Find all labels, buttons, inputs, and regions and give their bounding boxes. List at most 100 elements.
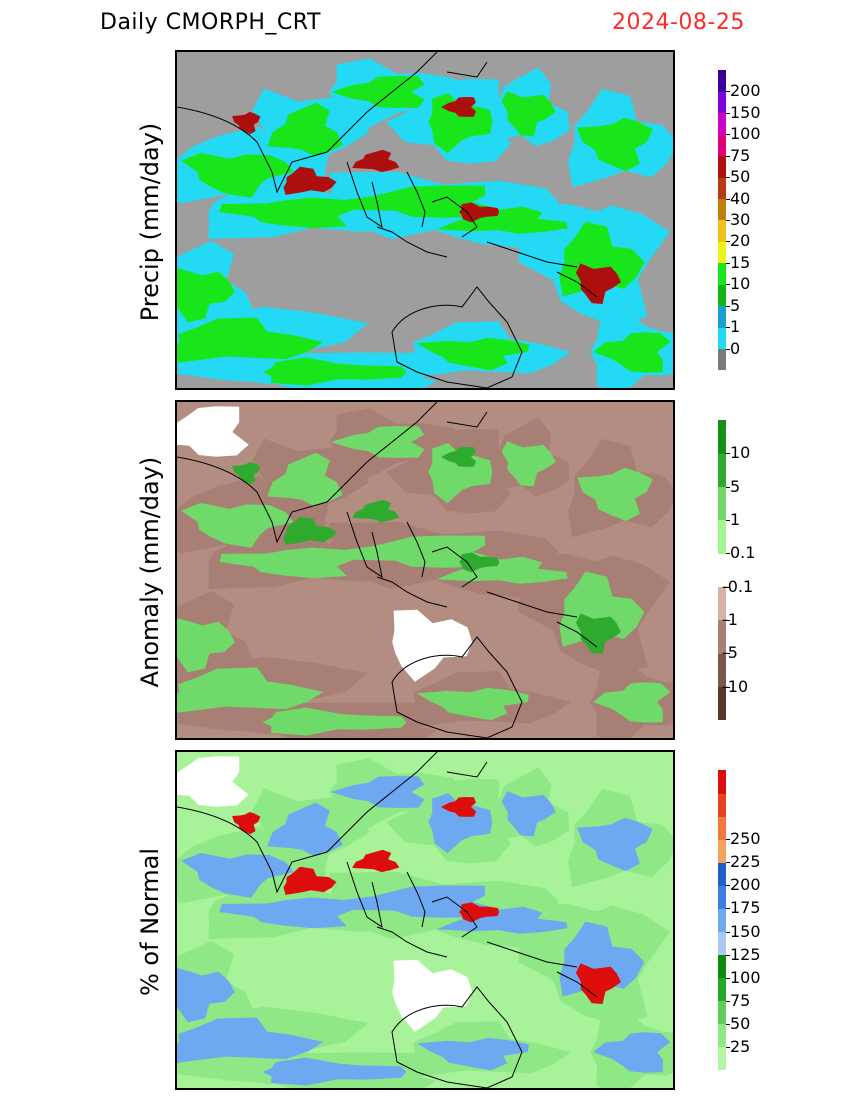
colorbar-tick-label: 1: [730, 317, 741, 337]
field-region: [181, 853, 294, 898]
field-region: [441, 447, 477, 467]
field-region: [436, 906, 568, 934]
percent-normal-colorbar: 25 50 75 100 125 150 175 200 225 250: [718, 770, 761, 1071]
colorbar-tick-label: 5: [730, 476, 741, 496]
colorbar-tick-label: -10: [722, 676, 749, 696]
field-region: [328, 535, 503, 568]
colorbar-segment: [718, 1023, 726, 1048]
field-region: [177, 317, 324, 363]
field-region: [352, 499, 400, 523]
coastline: [376, 576, 448, 608]
colorbar-segment: [718, 486, 726, 521]
coastline: [391, 286, 523, 388]
colorbar-tick: [726, 327, 730, 329]
field-region: [416, 687, 530, 721]
colorbar-segment: [718, 1000, 726, 1025]
coastline: [486, 241, 578, 268]
precip-colorbar: 0 1 5 10 15 20 30 40 50 75 100 150 200: [718, 70, 761, 371]
field-region: [441, 797, 477, 817]
colorbar-segment: [718, 284, 726, 307]
field-region: [177, 268, 235, 323]
coastline: [446, 61, 488, 78]
field-region: [232, 811, 261, 835]
field-region: [577, 467, 653, 522]
colorbar-tick-label: 5: [730, 295, 741, 315]
field-region: [177, 1017, 324, 1063]
field-region: [219, 197, 369, 229]
field-region: [331, 76, 425, 108]
field-region: [577, 817, 653, 872]
coastline: [406, 171, 426, 228]
date-label: 2024-08-25: [612, 10, 745, 35]
field-region: [328, 885, 503, 918]
field-region: [459, 552, 500, 573]
field-region: [219, 897, 369, 929]
coastline: [406, 521, 426, 578]
field-region: [575, 613, 621, 654]
field-region: [459, 902, 500, 923]
map-canvas: [177, 752, 673, 1088]
field-region: [352, 849, 400, 873]
colorbar-segment: [718, 220, 726, 242]
colorbar-tick: [726, 348, 730, 350]
coastline: [391, 986, 523, 1088]
colorbar-segment: [718, 134, 726, 157]
field-region: [177, 618, 235, 673]
field-region: [177, 406, 249, 457]
colorbar-tick-label: 1: [730, 510, 741, 529]
colorbar-tick: [726, 177, 730, 179]
colorbar-segment: [718, 241, 726, 264]
colorbar-segment: [718, 908, 726, 933]
coastline: [346, 161, 383, 229]
field-region: [262, 357, 407, 386]
colorbar-tick: [726, 1023, 730, 1025]
field-region: [262, 707, 407, 736]
colorbar-tick-label: 200: [730, 81, 761, 101]
colorbar-tick: [726, 91, 730, 93]
field-region: [267, 802, 343, 857]
coastline: [177, 752, 438, 894]
colorbar-segment: [718, 453, 726, 488]
field-region: [501, 91, 556, 137]
colorbar-tick: [726, 486, 730, 488]
colorbar-segment: [718, 177, 726, 200]
colorbar-segment: [718, 954, 726, 979]
colorbar-tick: [726, 1046, 730, 1048]
colorbar-segment: [718, 262, 726, 285]
field-region: [267, 452, 343, 507]
colorbar-tick: [726, 1000, 730, 1002]
precip-map: [175, 50, 675, 390]
colorbar-tick: [726, 862, 730, 864]
colorbar-tick-label: 0.1: [730, 543, 756, 563]
field-region: [575, 263, 621, 304]
field-region: [352, 149, 400, 173]
coastline: [446, 761, 488, 778]
colorbar-segment: [718, 686, 726, 721]
colorbar-segment: [718, 862, 726, 886]
field-region: [575, 963, 621, 1004]
colorbar-tick: [726, 931, 730, 933]
field-region: [262, 1057, 407, 1086]
colorbar-segment: [718, 553, 726, 588]
field-region: [501, 791, 556, 837]
colorbar-segment: [718, 155, 726, 178]
colorbar-tick: [726, 586, 730, 588]
colorbar-segment: [718, 70, 726, 92]
colorbar-tick-label: 30: [730, 210, 751, 229]
colorbar-tick-label: 10: [730, 274, 751, 294]
colorbar-tick-label: 10: [730, 443, 751, 463]
colorbar-tick: [726, 262, 730, 264]
field-region: [177, 667, 324, 713]
colorbar-segment: [718, 977, 726, 1002]
colorbar-segment: [718, 770, 726, 794]
percent-normal-map: [175, 750, 675, 1090]
field-region: [219, 547, 369, 579]
field-region: [331, 776, 425, 808]
coastline: [446, 411, 488, 428]
colorbar-segment: [718, 586, 726, 621]
field-region: [436, 556, 568, 584]
colorbar-segment: [718, 348, 726, 371]
colorbar-tick: [726, 241, 730, 243]
colorbar-tick-label: 75: [730, 990, 751, 1010]
field-region: [232, 461, 261, 485]
